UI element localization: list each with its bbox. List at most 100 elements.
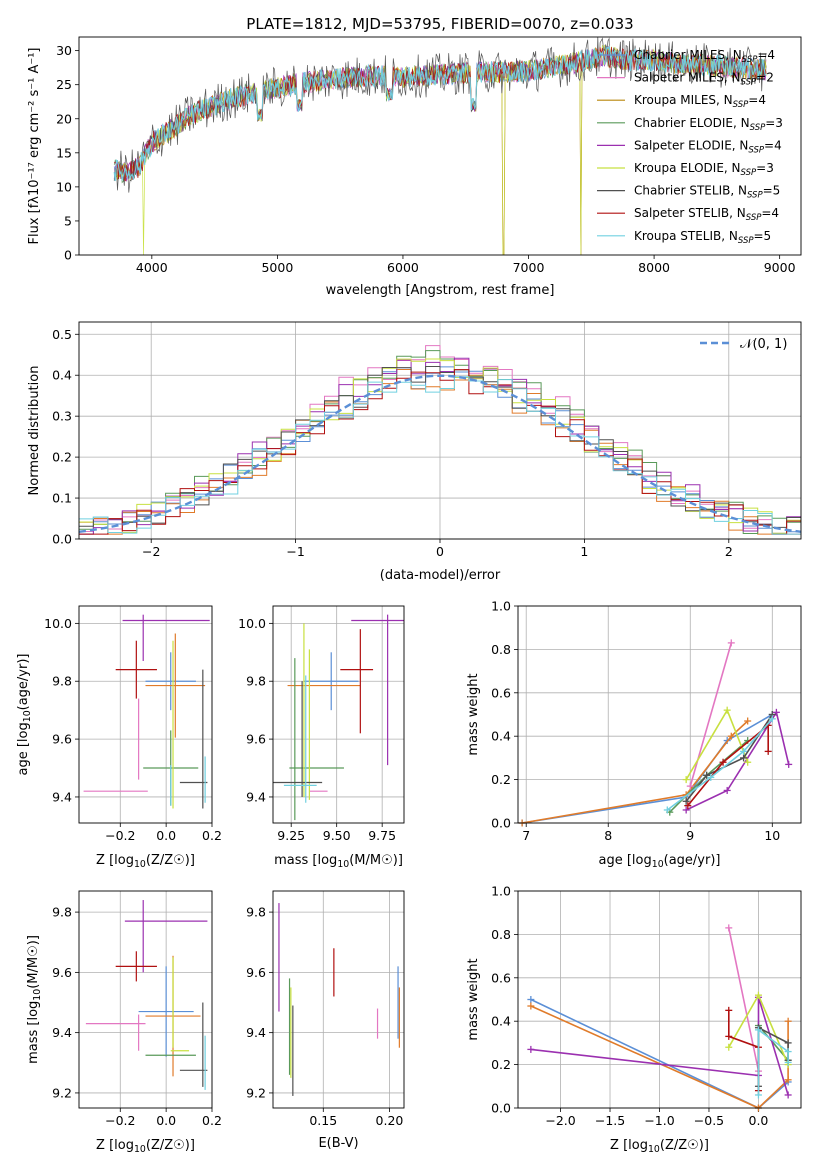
x-tick-label: 9000 bbox=[764, 260, 796, 275]
plus-marker bbox=[682, 797, 690, 805]
x-tick-label: 0.2 bbox=[202, 1113, 222, 1128]
z-age-panel: −0.2 0.0 0.2 9.4 9.6 9.8 10.0 Z [log10(Z/Z☉)] ag… bbox=[16, 605, 222, 870]
histogram-step bbox=[79, 369, 801, 535]
y-tick-label: 9.8 bbox=[246, 674, 266, 689]
plus-marker bbox=[764, 747, 772, 755]
y-tick-label: 0.4 bbox=[52, 368, 72, 383]
x-tick-label: 0.20 bbox=[376, 1113, 404, 1128]
x-tick-label: −0.2 bbox=[105, 828, 135, 843]
legend-label: Salpeter MILES, NSSP=2 bbox=[634, 71, 774, 88]
x-tick-label: −2 bbox=[142, 544, 160, 559]
plus-marker bbox=[784, 1017, 792, 1025]
x-tick-label: 6000 bbox=[387, 260, 419, 275]
x-axis-label: age [log10(age/yr)] bbox=[599, 853, 721, 870]
axes-frame bbox=[272, 890, 405, 1109]
legend-label: 𝒩(0, 1) bbox=[740, 337, 787, 352]
weight-lines bbox=[518, 639, 793, 827]
legend-label: Chabrier STELIB, NSSP=5 bbox=[634, 184, 780, 201]
plus-marker bbox=[723, 786, 731, 794]
x-tick-label: −1.0 bbox=[644, 1113, 674, 1128]
y-tick-label: 0.2 bbox=[491, 1057, 511, 1072]
plus-marker bbox=[784, 1091, 792, 1099]
spectrum-panel: 4000 5000 6000 7000 8000 9000 0 5 10 15 20 25 30 wave… bbox=[27, 36, 802, 298]
histograms bbox=[79, 345, 801, 535]
plus-marker bbox=[754, 1091, 762, 1099]
x-tick-label: 7 bbox=[522, 828, 530, 843]
plus-marker bbox=[682, 776, 690, 784]
error-bar bbox=[115, 640, 157, 699]
ticks: 7 8 9 10 0.0 0.2 0.4 0.6 0.8 1.0 bbox=[491, 599, 780, 844]
x-axis-label: Z [log10(Z/Z☉)] bbox=[96, 853, 195, 870]
x-tick-label: 9.50 bbox=[323, 828, 351, 843]
y-tick-label: 0.0 bbox=[491, 816, 511, 831]
y-tick-label: 9.4 bbox=[246, 789, 266, 804]
weight-line bbox=[757, 1026, 789, 1087]
plus-marker bbox=[744, 717, 752, 725]
ticks: 9.25 9.50 9.75 9.4 9.6 9.8 10.0 bbox=[238, 616, 396, 843]
x-tick-label: 2 bbox=[725, 544, 733, 559]
axes-frame bbox=[78, 890, 213, 1109]
grid-lines bbox=[79, 606, 213, 823]
plus-marker bbox=[740, 747, 748, 755]
y-tick-label: 0.3 bbox=[52, 409, 72, 424]
ticks: 4000 5000 6000 7000 8000 9000 0 5 10 15 20 25 30 bbox=[56, 43, 796, 275]
axes-frame bbox=[78, 321, 802, 540]
x-tick-label: 9 bbox=[686, 828, 694, 843]
plus-marker bbox=[527, 1045, 535, 1053]
weight-line bbox=[728, 927, 760, 1072]
ticks: 0.15 0.20 9.2 9.4 9.6 9.8 bbox=[246, 905, 403, 1128]
y-axis-label: age [log10(age/yr)] bbox=[16, 654, 33, 776]
y-tick-label: 9.4 bbox=[52, 1025, 72, 1040]
plus-marker bbox=[723, 706, 731, 714]
spectrum-lines bbox=[113, 37, 767, 255]
plus-marker bbox=[527, 996, 535, 1003]
plus-marker bbox=[703, 771, 711, 779]
legend-label: Chabrier ELODIE, NSSP=3 bbox=[634, 116, 783, 133]
x-tick-label: 4000 bbox=[136, 260, 168, 275]
error-bars bbox=[273, 614, 404, 821]
legend-label: Salpeter STELIB, NSSP=4 bbox=[634, 206, 779, 223]
plus-marker bbox=[684, 802, 692, 810]
x-tick-label: 9.25 bbox=[277, 828, 305, 843]
legend-label: Salpeter ELODIE, NSSP=4 bbox=[634, 138, 782, 155]
z-mass-panel: −0.2 0.0 0.2 9.2 9.4 9.6 9.8 Z [log10(Z/Z☉)] mas… bbox=[26, 890, 222, 1155]
ticks: −2 −1 0 1 2 0.0 0.1 0.2 0.3 0.4 0.5 bbox=[52, 327, 733, 559]
figure-title: PLATE=1812, MJD=53795, FIBERID=0070, z=0… bbox=[246, 15, 633, 33]
y-tick-label: 10.0 bbox=[44, 616, 72, 631]
y-tick-label: 0.1 bbox=[52, 491, 72, 506]
histogram-step bbox=[79, 366, 801, 535]
y-tick-label: 0.5 bbox=[52, 327, 72, 342]
plus-marker bbox=[784, 1039, 792, 1047]
ebv-mass-panel: 0.15 0.20 9.2 9.4 9.6 9.8 E(B-V) bbox=[246, 890, 405, 1151]
y-tick-label: 9.2 bbox=[52, 1085, 72, 1100]
x-tick-label: −1.5 bbox=[595, 1113, 625, 1128]
axes-frame bbox=[78, 36, 802, 256]
y-tick-label: 9.6 bbox=[52, 732, 72, 747]
x-axis-label: Z [log10(Z/Z☉)] bbox=[610, 1138, 709, 1155]
plus-marker bbox=[768, 715, 776, 723]
plus-marker bbox=[740, 754, 748, 762]
y-tick-label: 9.8 bbox=[246, 905, 266, 920]
residuals-panel: −2 −1 0 1 2 0.0 0.1 0.2 0.3 0.4 0.5 𝒩(0, 1) (data-mo… bbox=[27, 321, 802, 583]
x-axis-label: mass [log10(M/M☉)] bbox=[274, 853, 403, 870]
weight-line bbox=[757, 1028, 789, 1095]
axes-frame bbox=[272, 605, 405, 824]
y-tick-label: 0.0 bbox=[52, 532, 72, 547]
axes-frame bbox=[517, 890, 802, 1109]
legend-label: Chabrier MILES, NSSP=4 bbox=[634, 48, 775, 65]
error-bars bbox=[278, 903, 400, 1096]
x-axis-label: wavelength [Angstrom, rest frame] bbox=[326, 283, 555, 298]
x-tick-label: 1 bbox=[580, 544, 588, 559]
error-bar bbox=[138, 966, 194, 1057]
plus-marker bbox=[744, 758, 752, 766]
y-tick-label: 30 bbox=[56, 43, 72, 58]
plus-marker bbox=[686, 782, 694, 790]
y-tick-label: 9.6 bbox=[246, 965, 266, 980]
y-tick-label: 0.6 bbox=[491, 970, 511, 985]
plus-marker bbox=[725, 1006, 733, 1014]
x-tick-label: 0 bbox=[436, 544, 444, 559]
z-weight-panel: −2.0 −1.5 −1.0 −0.5 0.0 0.0 0.2 0.4 0.6 0.8 1.0 Z [… bbox=[466, 884, 802, 1155]
axes-frame bbox=[517, 605, 802, 824]
